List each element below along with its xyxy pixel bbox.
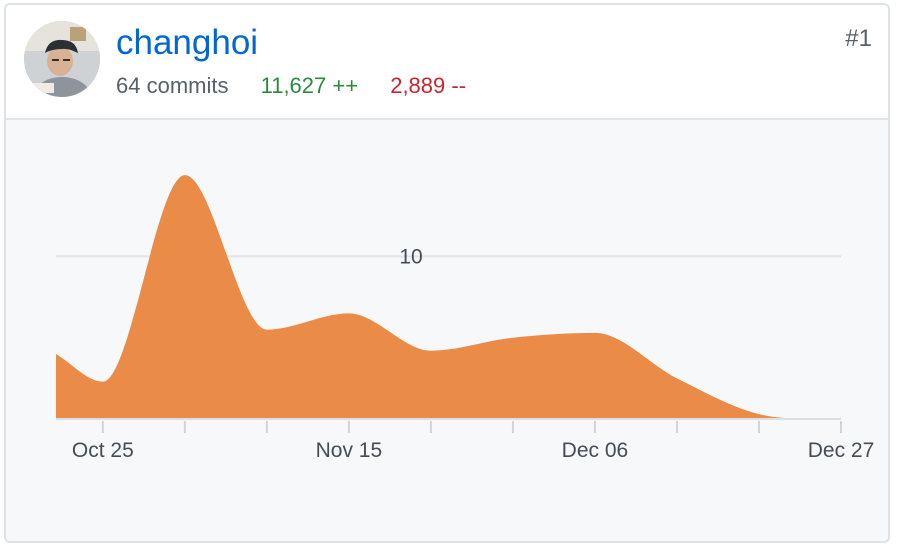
rank-badge: #1 bbox=[845, 25, 872, 52]
x-tick-label: Oct 25 bbox=[72, 439, 134, 462]
contributor-card: changhoi 64 commits 11,627 ++ 2,889 -- #… bbox=[4, 3, 890, 543]
contributor-stats: 64 commits 11,627 ++ 2,889 -- bbox=[116, 75, 466, 97]
y-tick-label: 10 bbox=[399, 245, 422, 268]
additions-count: 11,627 ++ bbox=[260, 73, 359, 98]
contributor-header: changhoi 64 commits 11,627 ++ 2,889 -- #… bbox=[6, 5, 888, 120]
deletions-count: 2,889 -- bbox=[390, 73, 467, 98]
commits-area-series bbox=[56, 175, 841, 419]
x-tick-label: Nov 15 bbox=[316, 439, 383, 462]
username-link[interactable]: changhoi bbox=[116, 23, 259, 62]
x-tick-label: Dec 27 bbox=[808, 439, 875, 462]
chart-svg: 10 Oct 25 Nov 15 Dec 06 Dec 27 bbox=[56, 175, 875, 462]
avatar-image bbox=[24, 21, 100, 97]
x-tick-label: Dec 06 bbox=[562, 439, 629, 462]
commit-count[interactable]: 64 commits bbox=[116, 73, 229, 98]
avatar[interactable] bbox=[24, 21, 100, 97]
commit-activity-chart: 10 Oct 25 Nov 15 Dec 06 Dec 27 bbox=[6, 120, 888, 541]
